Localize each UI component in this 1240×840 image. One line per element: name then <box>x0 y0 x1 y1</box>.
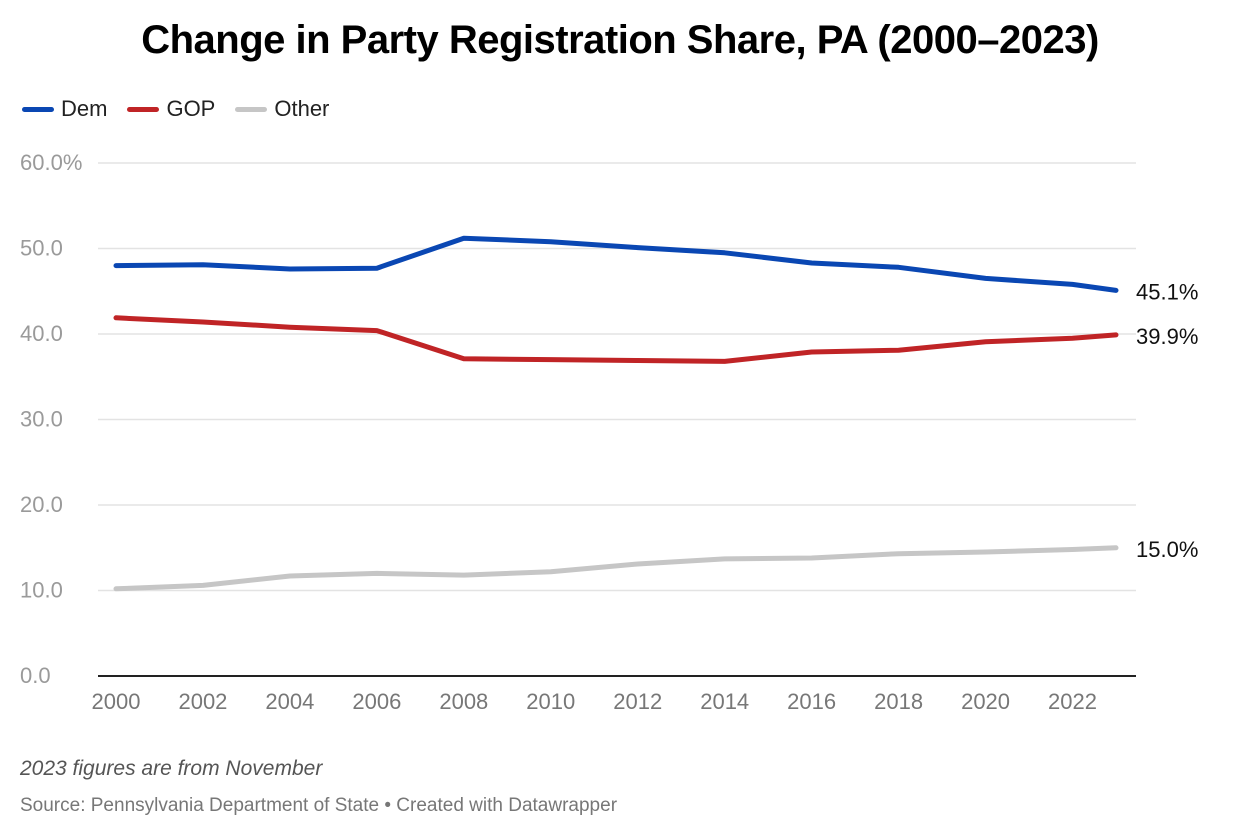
end-label-other: 15.0% <box>1136 537 1198 562</box>
y-tick-label: 10.0 <box>20 578 63 603</box>
x-tick-label-2010: 2010 <box>526 689 575 714</box>
y-tick-label: 40.0 <box>20 321 63 346</box>
legend-label-other: Other <box>274 96 330 121</box>
x-tick-label-2012: 2012 <box>613 689 662 714</box>
source-credit: Source: Pennsylvania Department of State… <box>20 795 618 816</box>
legend-item-gop: GOP <box>127 96 215 122</box>
y-tick-label: 60.0% <box>20 150 82 175</box>
end-label-dem: 45.1% <box>1136 279 1198 304</box>
chart-legend: Dem GOP Other <box>22 96 349 122</box>
chart-title: Change in Party Registration Share, PA (… <box>141 18 1099 62</box>
x-tick-label-2008: 2008 <box>439 689 488 714</box>
end-labels: 45.1% 39.9% 15.0% <box>1136 279 1198 561</box>
x-tick-label-2002: 2002 <box>178 689 227 714</box>
series-line-gop <box>113 315 1119 364</box>
x-tick-label-2006: 2006 <box>352 689 401 714</box>
series-line-other <box>113 545 1119 592</box>
x-tick-label-2000: 2000 <box>92 689 141 714</box>
end-label-gop: 39.9% <box>1136 324 1198 349</box>
legend-swatch-dem <box>22 106 54 112</box>
legend-label-gop: GOP <box>166 96 216 121</box>
legend-swatch-other <box>235 106 268 112</box>
y-tick-label: 30.0 <box>20 407 63 432</box>
grid-layer <box>98 162 1136 592</box>
x-tick-label-2016: 2016 <box>787 689 836 714</box>
series-line-dem <box>113 235 1119 293</box>
legend-label-dem: Dem <box>61 96 108 121</box>
legend-swatch-gop <box>127 106 160 112</box>
legend-item-other: Other <box>235 96 329 122</box>
y-tick-label: 20.0 <box>20 492 63 517</box>
x-axis-ticks: 2000 2002 2004 2006 2008 2010 2012 2014 2016 2018… <box>92 689 1097 714</box>
y-tick-label: 50.0 <box>20 236 63 261</box>
legend-item-dem: Dem <box>22 96 107 122</box>
y-axis-ticks: 0.0 10.0 20.0 30.0 40.0 50.0 60.0% <box>20 150 82 688</box>
series-layer <box>113 235 1119 592</box>
x-tick-label-2004: 2004 <box>265 689 314 714</box>
x-tick-label-2014: 2014 <box>700 689 749 714</box>
y-tick-label: 0.0 <box>20 663 51 688</box>
x-tick-label-2020: 2020 <box>961 689 1010 714</box>
footnote: 2023 figures are from November <box>20 757 323 780</box>
x-tick-label-2022: 2022 <box>1048 689 1097 714</box>
x-tick-label-2018: 2018 <box>874 689 923 714</box>
